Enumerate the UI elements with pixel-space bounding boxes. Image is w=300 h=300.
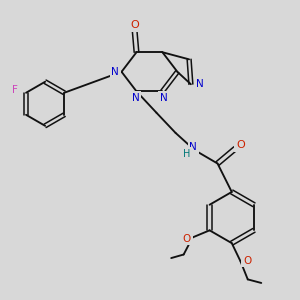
Text: N: N [196, 79, 204, 88]
Text: N: N [131, 93, 139, 103]
Text: H: H [183, 148, 190, 159]
Text: N: N [160, 93, 167, 103]
Text: O: O [243, 256, 251, 266]
Text: N: N [111, 67, 119, 77]
Text: N: N [190, 142, 197, 152]
Text: O: O [183, 233, 191, 244]
Text: O: O [130, 20, 139, 30]
Text: F: F [12, 85, 18, 95]
Text: O: O [236, 140, 245, 150]
